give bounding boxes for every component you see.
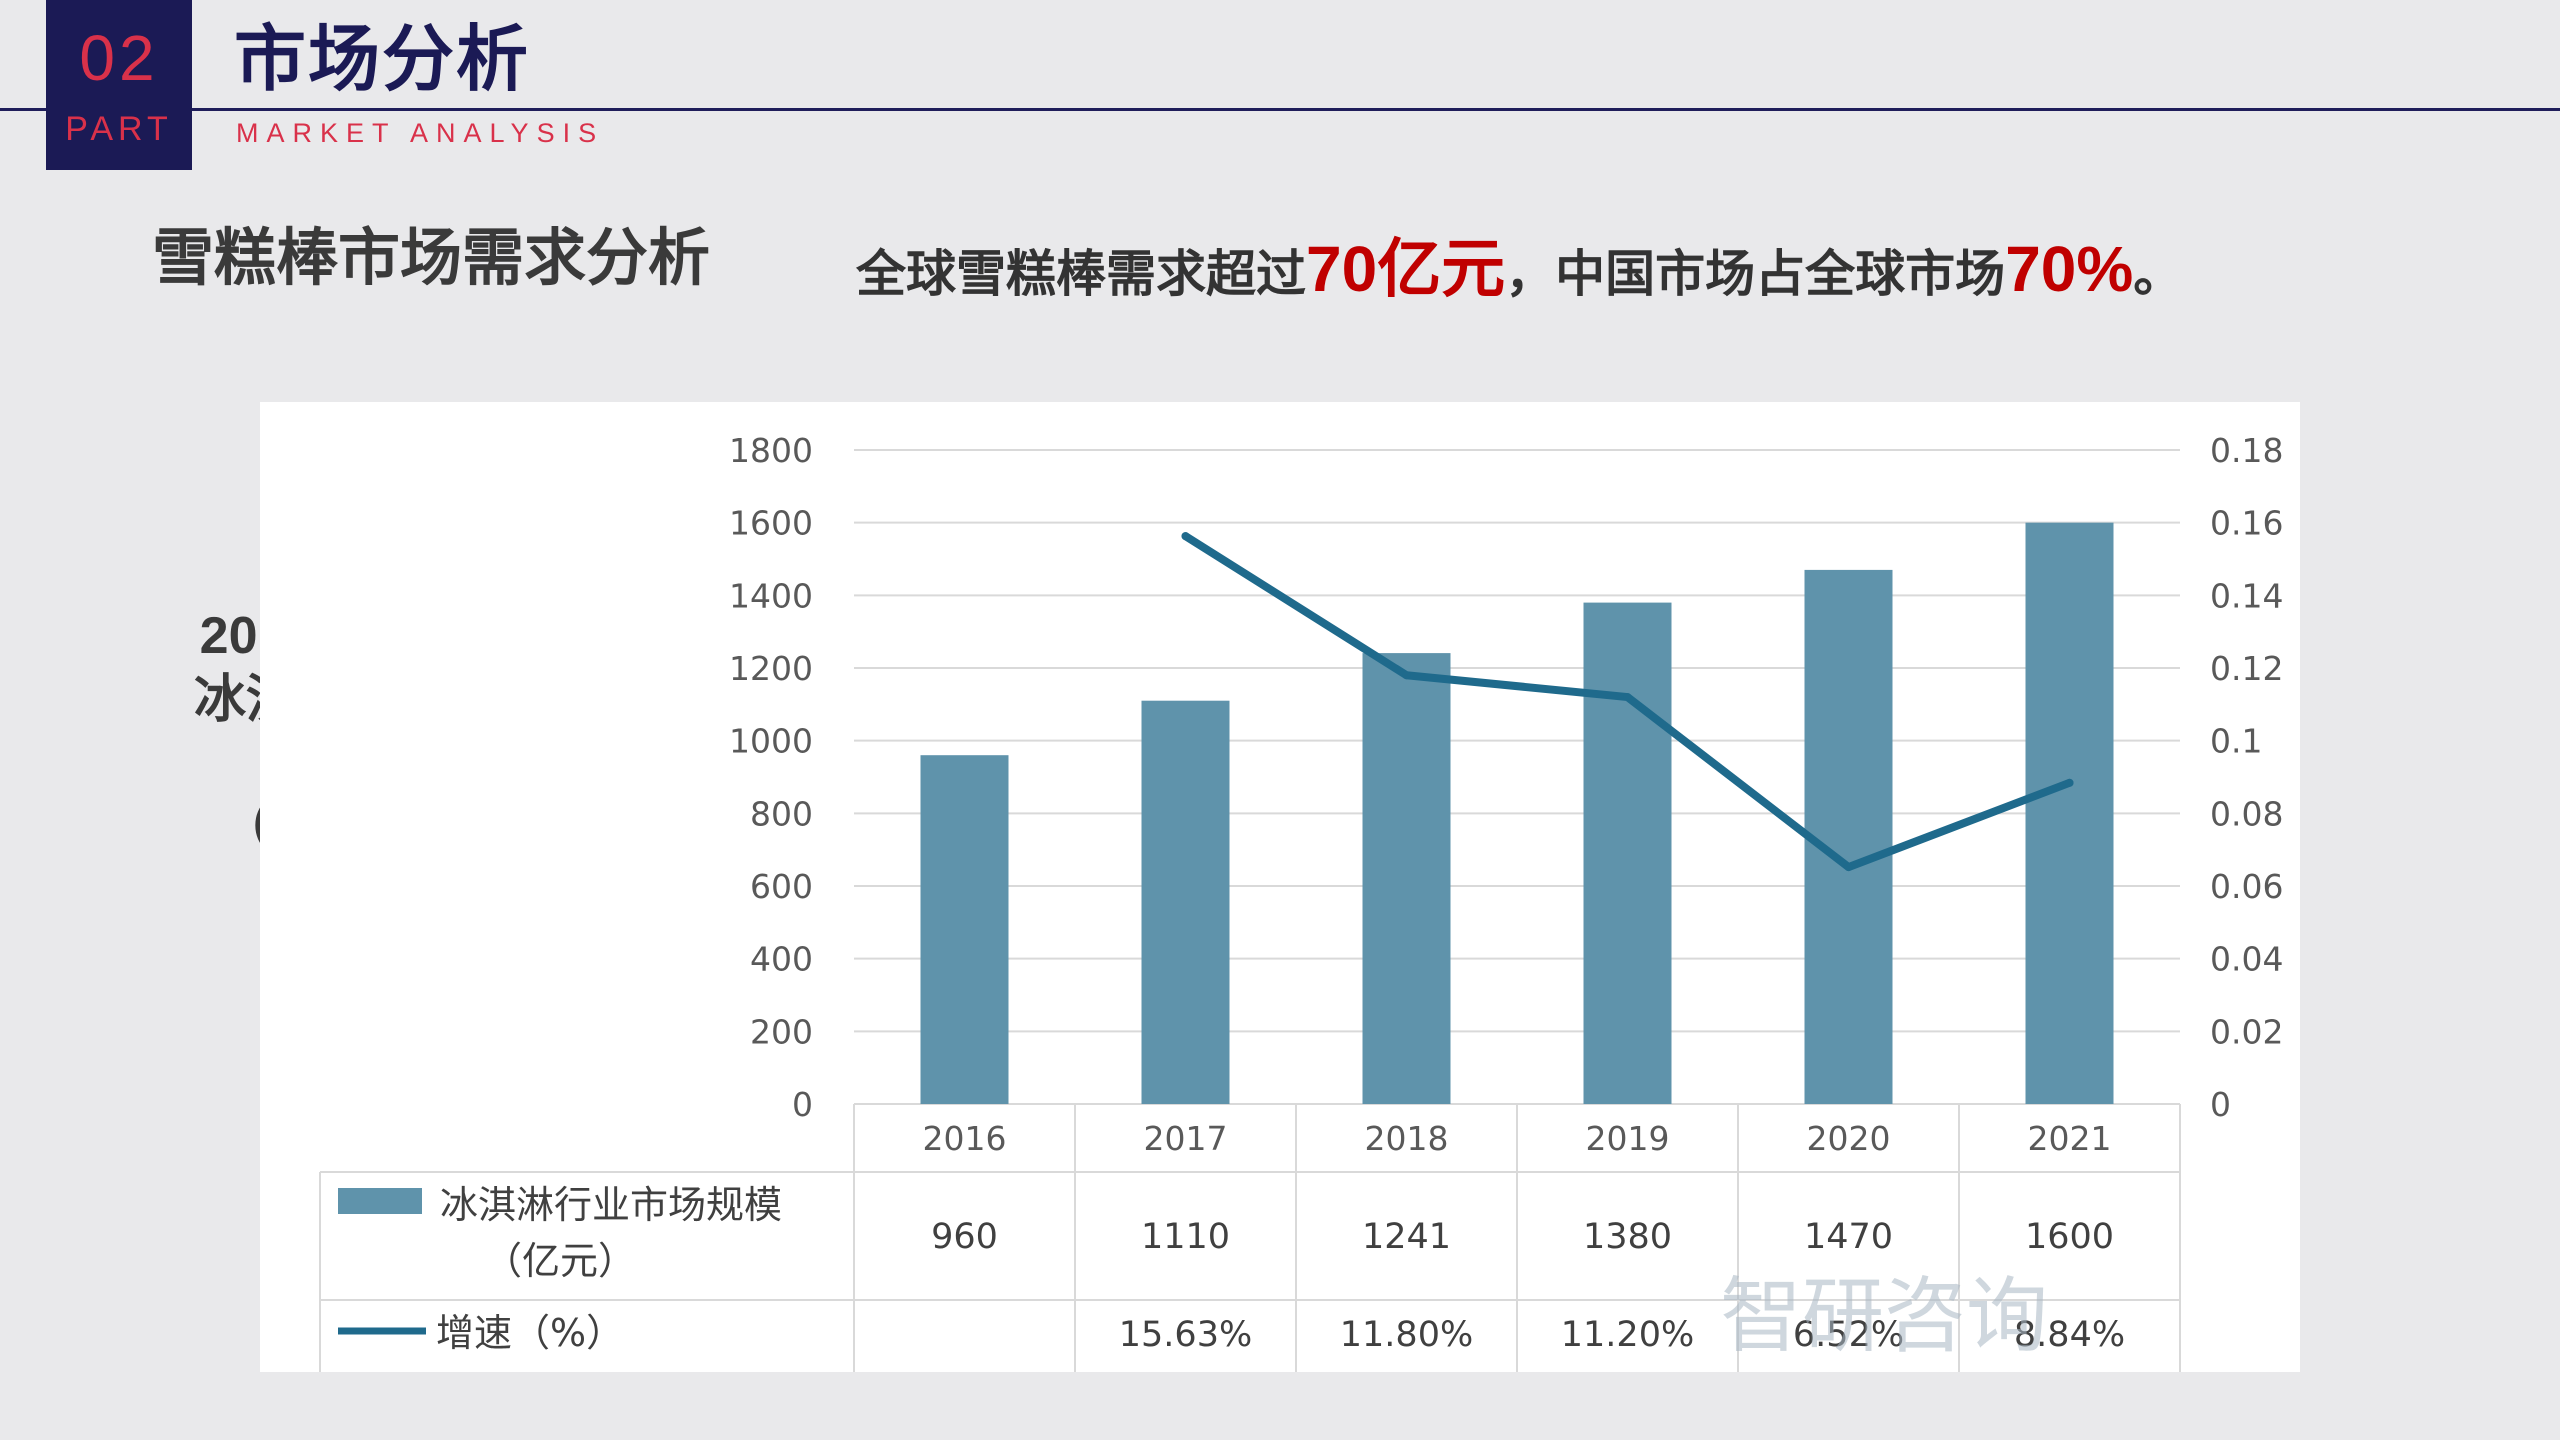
y-left-tick-label: 0 [792,1085,813,1124]
table-size-value: 1600 [2025,1217,2114,1257]
data-table-grid [319,1103,2181,1372]
bar-2019 [1583,602,1672,1104]
bar-2020 [1804,569,1893,1104]
y-right-tick-label: 0.18 [2210,431,2283,470]
x-category-label: 2017 [1144,1119,1228,1158]
growth-point-2019 [1623,693,1632,702]
bar-2021 [2025,522,2114,1104]
y-right-tick-label: 0.02 [2210,1012,2283,1051]
part-number: 02 [79,22,159,94]
bar-2018 [1362,653,1451,1104]
x-category-label: 2021 [2028,1119,2112,1158]
header-divider-line [0,108,2560,111]
x-category-label: 2020 [1807,1119,1891,1158]
bar-series [920,522,2114,1104]
y-left-tick-label: 800 [750,794,813,833]
section-subtitle: MARKET ANALYSIS [236,118,605,148]
headline-text-2: ，中国市场占全球市场 [1505,246,2006,302]
bar-legend-label-line2: （亿元） [484,1239,636,1283]
line-series [1181,532,2074,872]
headline-highlight-1: 70亿元 [1306,233,1506,305]
data-table-legend: 冰淇淋行业市场规模 （亿元） 增速（%） [338,1183,782,1355]
y-right-tick-label: 0.1 [2210,722,2262,761]
x-category-label: 2016 [923,1119,1007,1158]
category-labels: 2016 2017 2018 2019 2020 2021 [923,1119,2112,1158]
y-left-tick-label: 1800 [729,431,813,470]
bar-2016 [920,755,1009,1104]
y-right-tick-label: 0.14 [2210,576,2283,615]
y-right-tick-label: 0.08 [2210,794,2283,833]
y-left-tick-label: 400 [750,940,813,979]
x-category-label: 2018 [1365,1119,1449,1158]
axis-ticks: 0 200 400 600 800 1000 1200 1400 1600 1800 0 0.02 0.… [729,431,2283,1124]
y-right-tick-label: 0 [2210,1085,2231,1124]
y-right-tick-label: 0.16 [2210,504,2283,543]
table-growth-value: 8.84% [2014,1315,2125,1355]
headline-text-1: 全球雪糕棒需求超过 [856,246,1306,302]
headline-highlight-2: 70% [2005,233,2134,305]
y-left-tick-label: 1400 [729,576,813,615]
y-left-tick-label: 1000 [729,722,813,761]
sub-heading: 雪糕棒市场需求分析 [152,224,711,293]
y-right-tick-label: 0.12 [2210,649,2283,688]
table-size-value: 1470 [1804,1217,1893,1257]
headline-text-3: 。 [2133,246,2184,302]
table-growth-value: 15.63% [1119,1315,1252,1355]
table-growth-value: 11.80% [1340,1315,1473,1355]
combo-chart: 0 200 400 600 800 1000 1200 1400 1600 1800 0 0.02 0.… [319,431,2283,1372]
growth-point-2020 [1844,863,1853,872]
growth-point-2018 [1402,671,1411,680]
part-label: PART [65,110,173,148]
bar-legend-swatch [338,1188,422,1214]
y-left-tick-label: 1600 [729,504,813,543]
section-title: 市场分析 [234,20,531,100]
bar-2017 [1141,700,1230,1104]
growth-point-2017 [1181,532,1190,541]
part-badge: 02 PART [46,0,192,170]
grid-lines [854,449,2180,1105]
y-left-tick-label: 200 [750,1012,813,1051]
chart-panel: 0 200 400 600 800 1000 1200 1400 1600 1800 0 0.02 0.… [260,402,2300,1372]
table-size-value: 1110 [1141,1217,1230,1257]
table-growth-value: 6.52% [1793,1315,1904,1355]
bar-legend-label-line1: 冰淇淋行业市场规模 [440,1183,782,1227]
data-table-values: 960 1110 1241 1380 1470 1600 15.63% 11.80% 11.20… [931,1217,2125,1355]
line-legend-label: 增速（%） [436,1311,624,1355]
table-size-value: 1241 [1362,1217,1451,1257]
watermark-text: 智研咨询 [1720,1269,2048,1364]
y-left-tick-label: 1200 [729,649,813,688]
headline: 全球雪糕棒需求超过70亿元，中国市场占全球市场70%。 [856,234,2183,304]
table-size-value: 960 [931,1217,998,1257]
y-left-tick-label: 600 [750,867,813,906]
x-category-label: 2019 [1586,1119,1670,1158]
table-size-value: 1380 [1583,1217,1672,1257]
y-right-tick-label: 0.04 [2210,940,2283,979]
y-right-tick-label: 0.06 [2210,867,2283,906]
growth-point-2021 [2065,778,2074,787]
table-growth-value: 11.20% [1561,1315,1694,1355]
